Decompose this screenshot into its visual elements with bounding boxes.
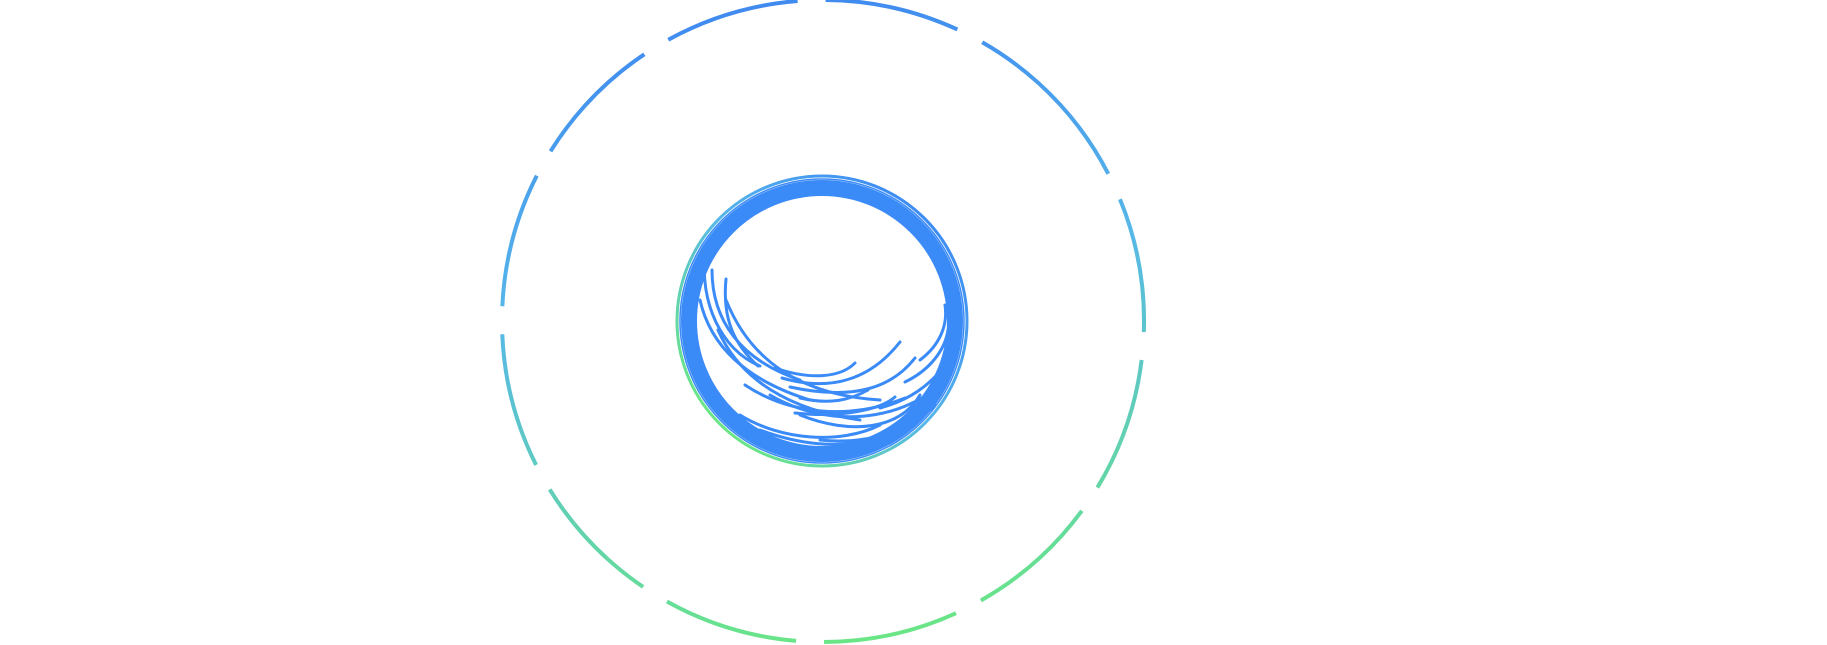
outer-dashed-ring [500, 0, 1146, 644]
inner-nest-ring [679, 178, 965, 464]
inner-outline-ring [675, 174, 969, 468]
